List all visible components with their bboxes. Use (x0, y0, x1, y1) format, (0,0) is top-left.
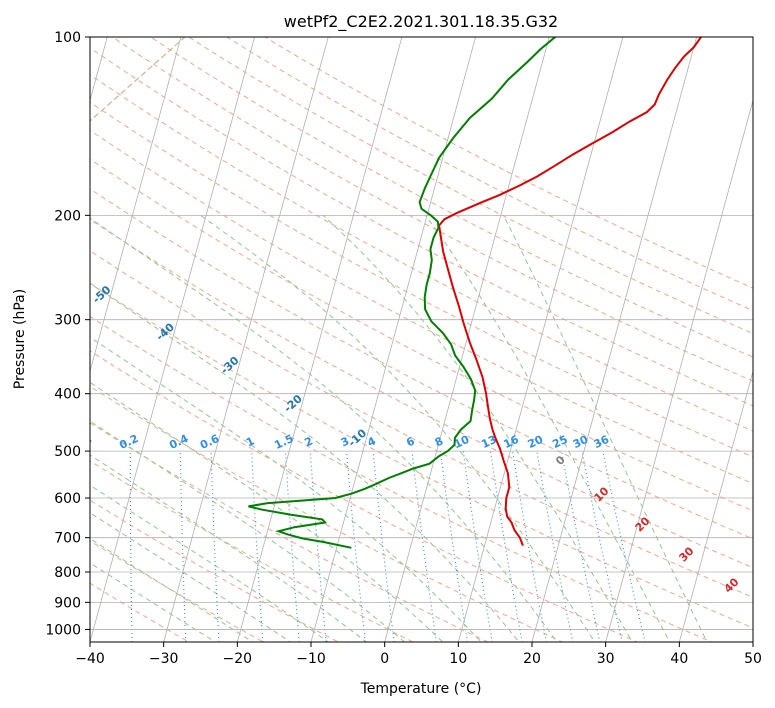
y-axis-title: Pressure (hPa) (12, 289, 28, 389)
isotherm-line (531, 37, 698, 642)
y-tick-label: 300 (54, 313, 81, 329)
moist-adiabat-line (200, 214, 596, 642)
mixing-ratio-label: 10 (452, 433, 472, 451)
dry-adiabat-line (90, 250, 753, 598)
y-tick-label: 900 (54, 595, 81, 611)
dry-adiabat-line (90, 499, 340, 642)
mixing-ratio-label: 20 (526, 433, 546, 451)
x-tick-label: 40 (670, 651, 688, 667)
dry-adiabat-line (111, 37, 753, 382)
isotherm-line (457, 37, 624, 642)
x-tick-label: 10 (449, 651, 467, 667)
moist-adiabat-line (322, 214, 633, 642)
dry-adiabat-line (90, 582, 190, 642)
dry-adiabat-line (90, 385, 564, 642)
x-tick-label: −40 (75, 651, 105, 667)
mixing-ratio-label: 36 (592, 433, 612, 451)
mixing-ratio-label: 30 (571, 433, 591, 451)
y-tick-label: 200 (54, 208, 81, 224)
mixing-ratio-label: 0.1 (70, 432, 93, 452)
dry-adiabat-line (263, 37, 753, 289)
dry-adiabat-line (90, 74, 753, 432)
moist-adiabat-line (90, 381, 444, 642)
y-axis: 100 200 300 400 500 600 700 800 900 1000 (45, 30, 90, 638)
moist-adiabat-line (90, 454, 368, 642)
x-tick-label: 20 (523, 651, 541, 667)
x-tick-label: 50 (744, 651, 762, 667)
dry-adiabat-line (149, 37, 753, 358)
plot-frame (89, 36, 754, 643)
series-lines (248, 37, 702, 549)
dry-adiabat-line (90, 460, 415, 642)
y-tick-label: 700 (54, 531, 81, 547)
moist-adiabat-line (90, 217, 558, 642)
x-tick-label: −20 (223, 651, 253, 667)
pressure-gridlines (90, 37, 753, 630)
dry-adiabat-line (90, 188, 753, 540)
isotherm-line (90, 37, 182, 373)
x-tick-label: −10 (296, 651, 326, 667)
y-tick-label: 1000 (45, 622, 81, 638)
isotherm-line (90, 37, 256, 642)
mixing-ratio-label: 13 (479, 433, 498, 451)
y-tick-label: 100 (54, 30, 81, 46)
mixing-ratio-label: 16 (501, 433, 521, 451)
isotherm-line (678, 369, 753, 642)
moist-adiabat-line (425, 215, 671, 642)
dry-adiabat-line (90, 350, 639, 642)
dry-adiabat-line (90, 158, 753, 512)
isotherms (90, 37, 753, 642)
isotherm-line (236, 37, 403, 642)
isotherm-line (384, 37, 550, 642)
y-tick-label: 800 (54, 565, 81, 581)
y-tick-label: 600 (54, 491, 81, 507)
x-axis: −40 −30 −20 −10 0 10 20 30 40 50 (75, 642, 762, 667)
dry-adiabat-line (90, 282, 753, 629)
x-axis-title: Temperature (°C) (360, 681, 482, 697)
y-tick-label: 500 (54, 444, 81, 460)
moist-adiabat-line (90, 282, 520, 642)
dry-adiabats (90, 37, 753, 642)
dry-adiabat-line (90, 218, 753, 569)
dry-adiabat-line (225, 37, 753, 312)
isotherm-line (605, 98, 753, 642)
moist-adiabats (90, 214, 708, 642)
x-tick-label: 0 (380, 651, 389, 667)
temperature-line (438, 37, 702, 546)
moist-adiabat-line (90, 512, 292, 642)
moist-adiabat-line (90, 420, 406, 642)
x-tick-label: 30 (597, 651, 615, 667)
isotherm-line (310, 37, 477, 642)
chart-title: wetPf2_C2E2.2021.301.18.35.G32 (284, 12, 558, 32)
isotherm-line (163, 37, 329, 642)
y-tick-label: 400 (54, 387, 81, 403)
moist-adiabat-line (503, 215, 708, 642)
mixing-ratio-label: 25 (550, 433, 569, 451)
dewpoint-line (248, 37, 556, 549)
x-tick-label: −30 (149, 651, 179, 667)
moist-adiabat-line (90, 484, 330, 642)
